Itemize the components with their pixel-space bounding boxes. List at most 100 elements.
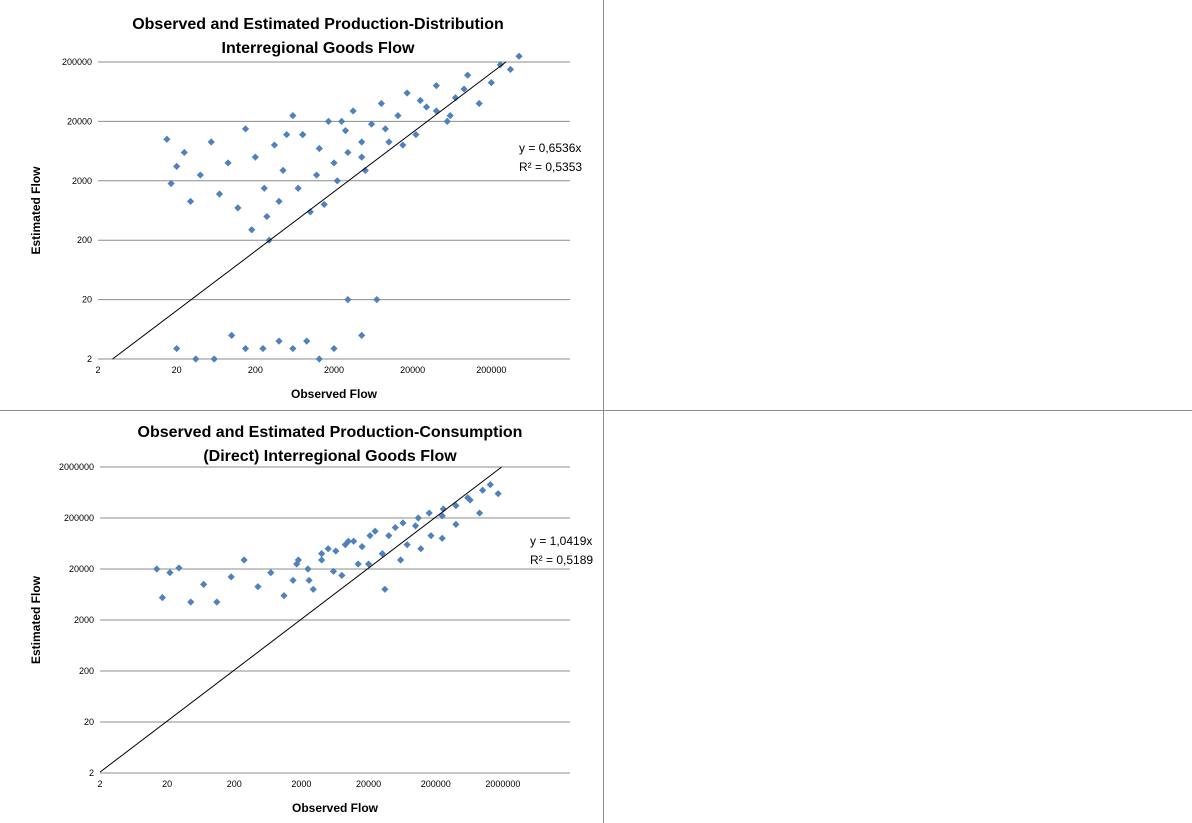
data-point [425, 509, 433, 517]
chart-panel-interregional-total: 2202002000200002000002000000220200200020… [603, 411, 1192, 823]
x-tick-label: 20000 [356, 779, 381, 789]
x-axis-label: Observed Flow [292, 801, 379, 815]
data-point [373, 296, 381, 304]
data-point [187, 598, 195, 606]
data-point [289, 112, 297, 120]
data-point [487, 78, 495, 87]
chart-panel-production-consumption: 2 20 200 2000 20000 200000 2000000 2 20 200 2000 20… [0, 411, 603, 823]
data-point [270, 141, 279, 149]
data-point [303, 337, 311, 345]
data-point [443, 117, 451, 125]
data-point [354, 560, 362, 568]
trendline [112, 61, 507, 360]
x-tick-label: 200 [248, 365, 263, 375]
x-tick-label: 2000 [324, 365, 344, 375]
trendline [99, 466, 502, 773]
data-point [399, 141, 407, 149]
y-tick-label: 20000 [67, 116, 92, 126]
x-tick-label: 2 [95, 365, 100, 375]
data-point [381, 125, 389, 133]
y-tick-label: 20 [82, 295, 92, 305]
data-point [241, 125, 250, 133]
data-point [330, 159, 338, 167]
data-point [173, 162, 181, 170]
data-point [333, 177, 341, 185]
data-point [210, 355, 218, 363]
data-point [304, 565, 312, 573]
y-tick-label: 2000 [74, 615, 94, 625]
data-point [332, 547, 340, 555]
data-point [391, 523, 399, 532]
data-point [213, 598, 221, 606]
data-point [412, 130, 420, 139]
data-point [240, 556, 248, 564]
scatter-chart-distribution-consumption: 2202002000200002000002202002000200002000… [603, 0, 1192, 411]
data-point [422, 103, 431, 111]
data-point [267, 568, 275, 577]
data-point [496, 61, 504, 69]
data-point [186, 197, 195, 205]
data-point [515, 52, 523, 60]
data-point [196, 171, 204, 179]
data-point [338, 571, 346, 579]
data-point [341, 127, 350, 135]
data-point [309, 585, 317, 593]
data-point [432, 82, 440, 90]
data-point [283, 130, 291, 139]
data-point [411, 522, 420, 530]
data-point [166, 568, 174, 577]
trendline-equation: y = 1,0419x [530, 534, 592, 548]
data-point [349, 107, 357, 115]
data-point [312, 171, 321, 179]
data-point [167, 179, 175, 188]
data-point [403, 89, 411, 97]
data-point [361, 166, 369, 174]
trendline-r-squared: R² = 0,5353 [519, 160, 582, 174]
data-point [475, 509, 484, 517]
data-point [344, 296, 352, 304]
data-point [460, 85, 468, 93]
data-point [338, 117, 346, 125]
data-point [175, 564, 183, 572]
x-tick-label: 200 [227, 779, 242, 789]
data-point [320, 200, 328, 209]
data-point [259, 344, 267, 353]
vertical-divider [603, 0, 604, 823]
data-point [224, 159, 232, 167]
data-point [241, 344, 250, 353]
data-point [263, 212, 271, 221]
data-point [452, 502, 460, 510]
data-point [479, 486, 487, 494]
trendline-r-squared: R² = 0,5189 [530, 553, 593, 567]
data-point [228, 331, 236, 339]
y-tick-label: 200000 [64, 513, 94, 523]
data-point [377, 99, 385, 108]
scatter-chart-production-consumption: 2 20 200 2000 20000 200000 2000000 2 20 200 2000 20… [29, 424, 593, 815]
data-point [318, 550, 326, 558]
x-tick-label: 2000000 [485, 779, 520, 789]
data-point [280, 592, 288, 600]
data-point [385, 138, 393, 146]
x-axis-label: Observed Flow [291, 387, 378, 401]
chart-title: (Direct) Interregional Goods Flow [203, 448, 457, 465]
data-point [324, 117, 333, 125]
data-point [163, 135, 171, 143]
x-tick-label: 2 [97, 779, 102, 789]
y-tick-label: 200 [79, 666, 94, 676]
data-point [344, 537, 352, 545]
data-point [315, 144, 323, 153]
x-tick-label: 2000 [291, 779, 311, 789]
data-point [200, 580, 208, 588]
data-point [344, 148, 352, 157]
x-tick-label: 200000 [476, 365, 506, 375]
data-point [275, 197, 283, 205]
data-point [506, 65, 515, 74]
data-point [378, 550, 386, 558]
data-point [180, 148, 188, 157]
data-point [350, 537, 358, 545]
data-point [158, 593, 167, 602]
data-point [466, 496, 474, 504]
data-point [366, 532, 374, 540]
data-point [153, 565, 161, 573]
data-point [381, 585, 389, 593]
